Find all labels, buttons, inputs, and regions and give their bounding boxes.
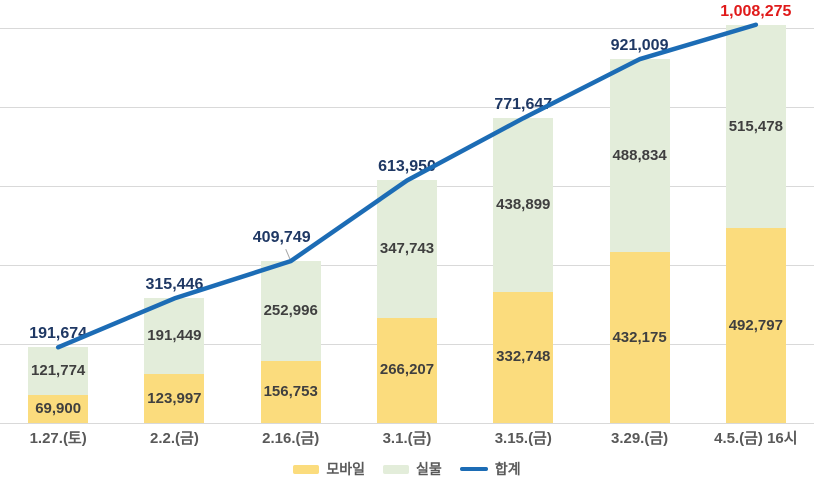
total-value-label: 315,446 — [145, 276, 204, 294]
legend-item-total: 합계 — [459, 459, 521, 479]
legend-label: 실물 — [416, 461, 442, 477]
bar-segment-mobile — [144, 374, 205, 423]
bar-value-label-physical: 488,834 — [612, 146, 667, 164]
bar-value-label-mobile: 123,997 — [147, 389, 202, 407]
legend-swatch-line — [459, 467, 488, 471]
legend-swatch-bar — [383, 464, 410, 474]
total-value-label: 1,008,275 — [720, 2, 792, 20]
total-value-label: 613,950 — [378, 158, 436, 176]
x-axis-label: 1.27.(토) — [29, 430, 87, 447]
legend-label: 모바일 — [326, 461, 366, 477]
bar-value-label-mobile: 432,175 — [612, 328, 667, 346]
total-value-label: 771,647 — [494, 96, 553, 114]
x-axis-label: 3.1.(금) — [382, 430, 432, 447]
x-axis-label: 4.5.(금) 16시 — [714, 430, 798, 447]
gridline — [0, 107, 814, 108]
bar-value-label-mobile: 492,797 — [728, 316, 783, 334]
bar-segment-mobile — [28, 395, 89, 423]
x-axis-label: 2.16.(금) — [262, 430, 320, 447]
legend: 모바일 실물 합계 — [0, 457, 814, 481]
bar-value-label-physical: 252,996 — [263, 302, 318, 320]
x-axis-label: 3.15.(금) — [494, 430, 552, 447]
plot-area: 69,900 121,774 191,674 1.27.(토) 123,997 191,4… — [0, 2, 814, 447]
bar-value-label-mobile: 332,748 — [496, 348, 551, 366]
bar-value-label-physical: 121,774 — [31, 362, 86, 380]
bar-value-label-mobile: 266,207 — [379, 361, 435, 379]
bar-value-label-mobile: 69,900 — [35, 400, 82, 418]
legend-label: 합계 — [494, 461, 521, 477]
bar-segment-mobile — [260, 361, 321, 423]
bar-value-label-physical: 515,478 — [728, 117, 783, 135]
legend-swatch-bar — [293, 464, 320, 474]
bar-value-label-mobile: 156,753 — [263, 383, 318, 401]
gridline — [0, 28, 814, 29]
x-axis-label: 3.29.(금) — [610, 430, 669, 447]
total-value-label: 191,674 — [29, 325, 88, 343]
x-axis-label: 2.2.(금) — [150, 430, 199, 447]
legend-item-mobile: 모바일 — [293, 459, 365, 479]
x-axis-line — [0, 423, 814, 424]
legend-item-physical: 실물 — [383, 459, 442, 479]
total-value-label: 921,009 — [610, 37, 669, 55]
bar-value-label-physical: 438,899 — [496, 195, 551, 213]
total-value-label: 409,749 — [252, 229, 311, 247]
bar-value-label-physical: 191,449 — [147, 327, 202, 345]
bar-segment-physical — [28, 347, 89, 396]
bar-value-label-physical: 347,743 — [379, 240, 435, 258]
